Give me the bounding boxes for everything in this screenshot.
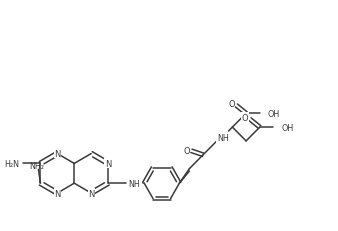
Text: NH: NH — [217, 134, 228, 143]
Text: NH: NH — [128, 179, 140, 188]
Text: N: N — [105, 159, 111, 168]
Text: O: O — [228, 100, 235, 108]
Text: NH₂: NH₂ — [29, 161, 44, 170]
Text: H₂N: H₂N — [4, 159, 19, 168]
Text: N: N — [88, 189, 94, 198]
Text: N: N — [54, 149, 61, 158]
Text: O: O — [183, 147, 190, 156]
Text: OH: OH — [281, 123, 293, 132]
Text: OH: OH — [268, 109, 280, 118]
Text: O: O — [242, 113, 248, 122]
Text: N: N — [54, 189, 61, 198]
